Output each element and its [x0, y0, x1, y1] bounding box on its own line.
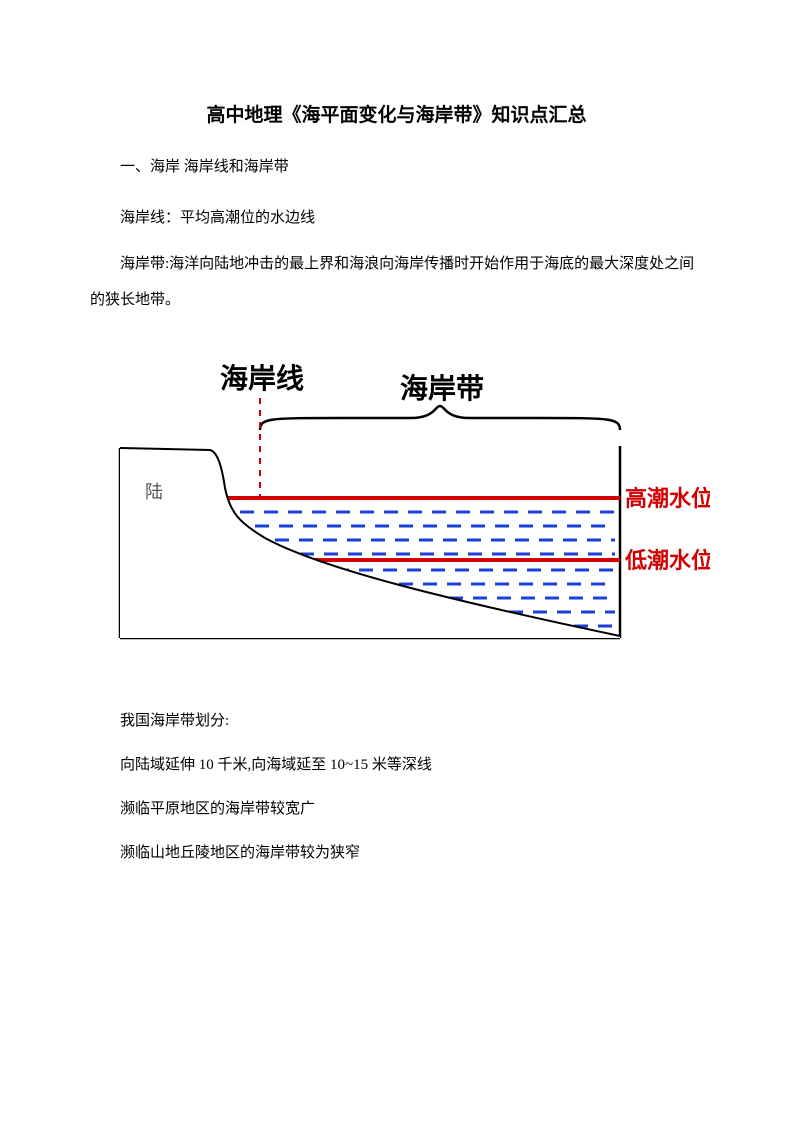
- coast-diagram: 海岸线 海岸带 陆 高潮水位 低潮水位: [90, 348, 710, 673]
- coast-diagram-svg: 海岸线 海岸带 陆 高潮水位 低潮水位: [90, 348, 710, 668]
- paragraph-coastline-def: 海岸线：平均高潮位的水边线: [90, 200, 703, 236]
- list-item-division: 我国海岸带划分:: [90, 703, 703, 739]
- label-coastzone: 海岸带: [400, 373, 484, 405]
- section-heading-1: 一、海岸 海岸线和海岸带: [90, 155, 703, 176]
- label-high-tide: 高潮水位: [625, 486, 710, 511]
- list-item-plain: 濒临平原地区的海岸带较宽广: [90, 791, 703, 827]
- terrain-fill: [120, 448, 620, 638]
- list-item-extent: 向陆域延伸 10 千米,向海域延至 10~15 米等深线: [90, 747, 703, 783]
- label-coastline: 海岸线: [220, 363, 304, 395]
- brace-icon: [260, 406, 620, 430]
- label-low-tide: 低潮水位: [624, 548, 710, 573]
- label-land: 陆: [145, 482, 163, 502]
- paragraph-coastzone-def: 海岸带:海洋向陆地冲击的最上界和海浪向海岸传播时开始作用于海底的最大深度处之间的…: [90, 246, 703, 318]
- page-title: 高中地理《海平面变化与海岸带》知识点汇总: [90, 100, 703, 127]
- list-item-mountain: 濒临山地丘陵地区的海岸带较为狭窄: [90, 835, 703, 871]
